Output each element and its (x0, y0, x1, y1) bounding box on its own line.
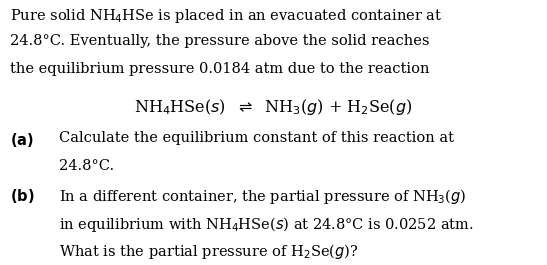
Text: 24.8°C. Eventually, the pressure above the solid reaches: 24.8°C. Eventually, the pressure above t… (10, 34, 429, 48)
Text: $\mathbf{(a)}$: $\mathbf{(a)}$ (10, 131, 34, 149)
Text: $\mathbf{(b)}$: $\mathbf{(b)}$ (10, 187, 34, 205)
Text: in equilibrium with NH$_4$HSe($s$) at 24.8°C is 0.0252 atm.: in equilibrium with NH$_4$HSe($s$) at 24… (59, 215, 474, 234)
Text: Pure solid NH$_4$HSe is placed in an evacuated container at: Pure solid NH$_4$HSe is placed in an eva… (10, 7, 442, 25)
Text: the equilibrium pressure 0.0184 atm due to the reaction: the equilibrium pressure 0.0184 atm due … (10, 62, 429, 76)
Text: In a different container, the partial pressure of NH$_3$($g$): In a different container, the partial pr… (59, 187, 467, 206)
Text: What is the partial pressure of H$_2$Se($g$)?: What is the partial pressure of H$_2$Se(… (59, 242, 359, 262)
Text: NH$_4$HSe($s$)  $\rightleftharpoons$  NH$_3$($g$) + H$_2$Se($g$): NH$_4$HSe($s$) $\rightleftharpoons$ NH$_… (135, 97, 412, 117)
Text: Calculate the equilibrium constant of this reaction at: Calculate the equilibrium constant of th… (59, 131, 454, 145)
Text: 24.8°C.: 24.8°C. (59, 159, 114, 173)
